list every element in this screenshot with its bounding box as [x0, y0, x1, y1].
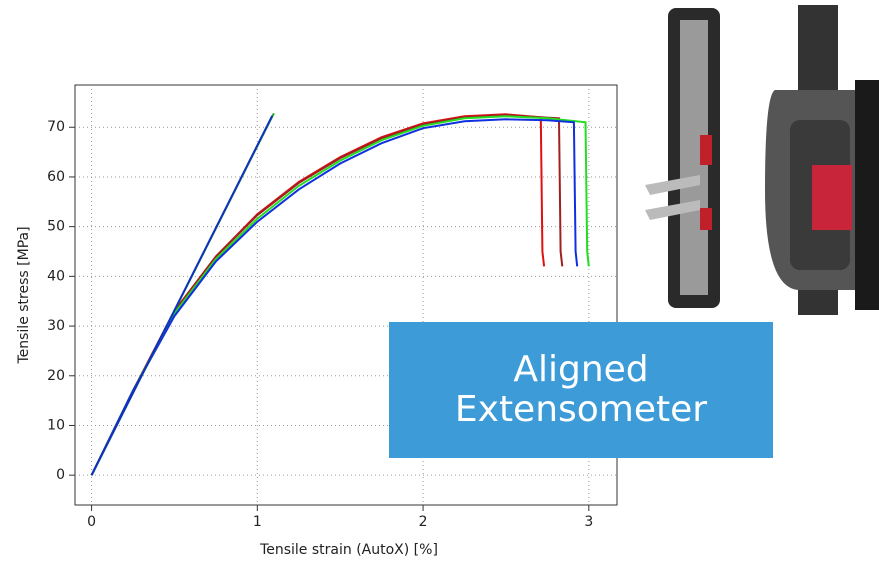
y-tick-label: 30: [47, 318, 65, 334]
photo-clip: [700, 135, 712, 165]
y-tick-label: 0: [56, 467, 65, 483]
y-axis-label: Tensile stress [MPa]: [16, 226, 32, 364]
x-tick-label: 3: [584, 514, 593, 530]
photo-back: [855, 80, 879, 310]
y-tick-label: 40: [47, 268, 65, 284]
photo-red-panel: [812, 165, 852, 230]
y-tick-label: 10: [47, 417, 65, 433]
series-line: [90, 118, 579, 476]
series-line: [90, 115, 274, 476]
y-tick-label: 70: [47, 119, 65, 135]
x-tick-label: 2: [419, 514, 428, 530]
x-axis-label: Tensile strain (AutoX) [%]: [259, 542, 438, 558]
x-tick-label: 0: [87, 514, 96, 530]
photo-clip: [700, 208, 712, 230]
annotation-box: Aligned Extensometer: [389, 322, 773, 458]
plot-frame: [74, 84, 618, 506]
photo-arms: [645, 175, 700, 220]
y-tick-label: 60: [47, 169, 65, 185]
y-tick-label: 50: [47, 219, 65, 235]
series-line: [90, 115, 590, 476]
x-tick-label: 1: [253, 514, 262, 530]
y-tick-label: 20: [47, 368, 65, 384]
photos: [645, 5, 879, 315]
